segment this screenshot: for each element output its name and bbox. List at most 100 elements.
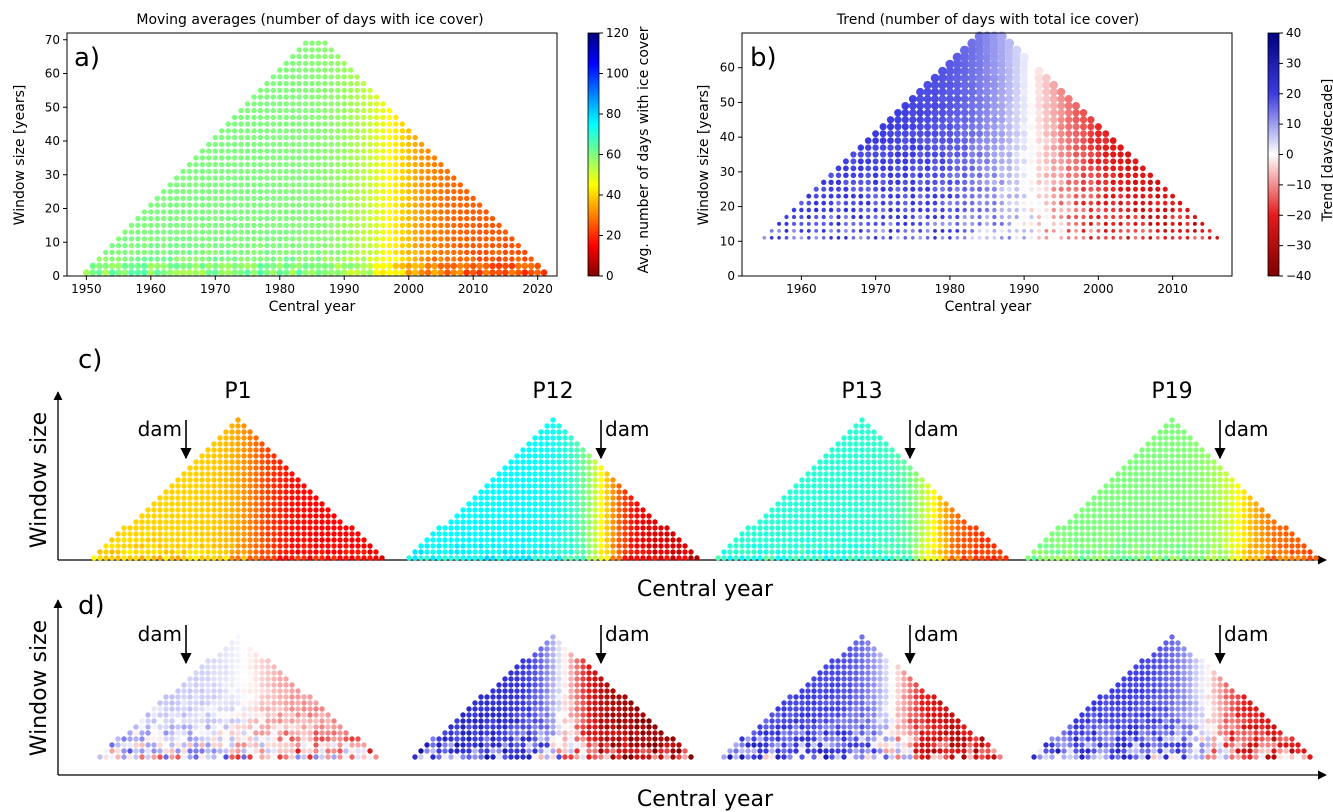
panel-a-dot: [186, 262, 193, 270]
schematic-dot: [538, 525, 544, 531]
panel-a-dot: [219, 195, 225, 202]
panel-b-dot: [910, 179, 916, 185]
schematic-dot: [259, 549, 265, 555]
schematic-dot: [145, 748, 151, 754]
panel-a-dot: [315, 141, 322, 148]
schematic-dot: [1163, 489, 1169, 495]
schematic-dot: [115, 742, 121, 748]
panel-a-dot: [322, 94, 328, 100]
schematic-dot: [586, 513, 592, 519]
schematic-dot: [1181, 519, 1187, 525]
panel-b-dot: [947, 172, 953, 179]
panel-a-dot: [290, 74, 296, 80]
panel-a-dot: [393, 195, 399, 202]
panel-a-dot: [502, 256, 509, 262]
panel-b-dot: [955, 207, 960, 213]
schematic-dot: [937, 519, 943, 525]
schematic-dot: [925, 555, 931, 561]
schematic-dot: [1193, 531, 1199, 537]
schematic-dot: [109, 555, 115, 561]
panel-b-dot: [1065, 165, 1072, 172]
schematic-dot: [241, 477, 247, 483]
panel-a-dot: [360, 80, 367, 87]
panel-b-dot: [1058, 158, 1065, 165]
panel-a-dot: [225, 141, 231, 148]
schematic-dot: [163, 501, 169, 507]
schematic-dot: [586, 543, 592, 549]
panel-b-dot: [888, 221, 893, 226]
schematic-dot: [1169, 531, 1175, 537]
panel-b-dot: [1019, 52, 1029, 62]
panel-a-dot: [302, 67, 309, 73]
panel-b-dot: [1125, 165, 1131, 172]
panel-a-dot: [406, 134, 412, 141]
schematic-dot: [895, 543, 901, 549]
panel-d-label: d): [78, 591, 105, 621]
panel-b-dot: [1147, 186, 1153, 192]
panel-b-dot: [895, 186, 901, 192]
panel-a-dot: [367, 182, 373, 188]
schematic-dot: [1175, 501, 1181, 507]
schematic-dot: [199, 543, 205, 549]
schematic-dot: [610, 519, 616, 525]
panel-a-dot: [354, 161, 360, 168]
panel-a-dot: [302, 161, 309, 168]
schematic-dot: [1127, 531, 1133, 537]
panel-b-dot: [1007, 214, 1012, 220]
schematic-dot: [301, 549, 307, 555]
panel-b-dot: [990, 95, 999, 103]
panel-b-dot: [1073, 158, 1080, 165]
schematic-dot: [478, 513, 484, 519]
panel-a-dot: [309, 74, 315, 80]
schematic-dot: [817, 495, 823, 501]
schematic-p1: dam: [97, 622, 379, 760]
schematic-dot: [247, 543, 253, 549]
schematic-dot: [733, 543, 739, 549]
schematic-dot: [1247, 525, 1253, 531]
panel-a-dot: [154, 242, 160, 249]
schematic-dot: [949, 543, 955, 549]
panel-a-dot: [231, 121, 238, 127]
schematic-dot: [1157, 447, 1163, 453]
schematic-dot: [955, 543, 961, 549]
schematic-dot: [331, 549, 337, 555]
panel-b-dot: [1012, 66, 1022, 76]
schematic-dot: [271, 748, 277, 754]
schematic-dot: [847, 525, 853, 531]
panel-b-dot: [880, 158, 887, 165]
schematic-dot: [1115, 489, 1121, 495]
panel-b-dot: [902, 172, 909, 179]
panel-a-dot: [322, 236, 328, 242]
panel-a-dot: [154, 222, 160, 229]
panel-a-dot: [367, 188, 373, 195]
panel-a-dot: [283, 188, 289, 195]
schematic-dot: [1079, 513, 1085, 519]
schematic-dot: [1187, 441, 1193, 447]
schematic-dot: [805, 507, 811, 513]
schematic-dot: [199, 519, 205, 525]
panel-a-dot: [348, 188, 354, 195]
schematic-dot: [664, 555, 670, 561]
schematic-dot: [1253, 537, 1259, 543]
panel-a-dot: [515, 269, 522, 276]
schematic-dot: [466, 501, 472, 507]
schematic-dot: [757, 525, 763, 531]
schematic-dot: [1247, 549, 1253, 555]
panel-b-dot: [901, 102, 910, 110]
panel-a-dot: [315, 269, 322, 276]
schematic-dot: [1133, 513, 1139, 519]
schematic-dot: [175, 489, 181, 495]
schematic-dot: [670, 531, 676, 537]
schematic-dot: [859, 423, 865, 429]
panel-a-dot: [192, 262, 200, 270]
panel-a-dot: [309, 47, 315, 53]
panel-a-dot: [244, 148, 251, 154]
schematic-dot: [223, 537, 229, 543]
panel-a-dot: [173, 209, 180, 215]
panel-a-ytick-label: 20: [45, 202, 60, 216]
schematic-dot: [1181, 507, 1187, 513]
panel-b-dot: [931, 95, 939, 103]
panel-b-dot: [866, 236, 870, 240]
panel-b-dot: [931, 151, 939, 158]
